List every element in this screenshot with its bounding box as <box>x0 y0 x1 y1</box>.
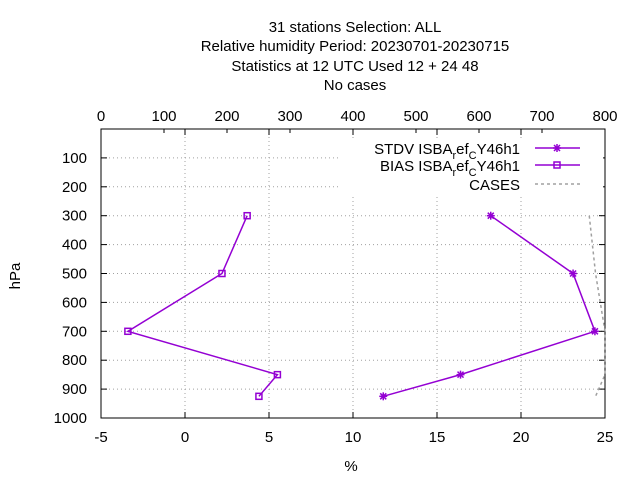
x-tick-label: 5 <box>265 429 273 446</box>
y-tick-label: 700 <box>62 323 87 340</box>
bias-point <box>243 211 251 220</box>
x2-tick-label: 700 <box>529 108 554 125</box>
x2-tick-label: 0 <box>97 108 105 125</box>
x2-tick-label: 100 <box>151 108 176 125</box>
x2-tick-label: 800 <box>592 108 617 125</box>
x-tick-label: 15 <box>429 429 446 446</box>
y-tick-label: 600 <box>62 294 87 311</box>
legend-label-stdv: STDV ISBArefCY46h1 <box>374 141 520 162</box>
x-tick-label: 0 <box>181 429 189 446</box>
stdv-point <box>456 370 465 379</box>
legend-label-cases: CASES <box>469 177 520 194</box>
y-tick-label: 900 <box>62 381 87 398</box>
axes <box>100 128 606 419</box>
bias-point <box>255 392 263 401</box>
y-tick-label: 100 <box>62 150 87 167</box>
bias-point <box>273 370 282 379</box>
y-tick-label: 1000 <box>54 410 87 427</box>
x2-tick-label: 200 <box>214 108 239 125</box>
stdv-point <box>569 269 578 278</box>
title-line-4: No cases <box>324 77 387 94</box>
plot-area <box>124 211 606 401</box>
x2-tick-label: 300 <box>277 108 302 125</box>
stdv-point <box>590 327 599 336</box>
y-tick-label: 500 <box>62 266 87 283</box>
legend-label-bias: BIAS ISBArefCY46h1 <box>380 158 520 179</box>
x-axis-label: % <box>344 458 357 475</box>
stdv-point <box>486 211 495 220</box>
title-line-3: Statistics at 12 UTC Used 12 + 24 48 <box>231 58 478 75</box>
legend-marker-bias <box>553 161 561 169</box>
x-tick-label: 20 <box>513 429 530 446</box>
title-line-1: 31 stations Selection: ALL <box>269 19 442 36</box>
stdv-point <box>379 392 388 401</box>
x-tick-label: 10 <box>345 429 362 446</box>
y-tick-label: 400 <box>62 237 87 254</box>
tick-labels: -5 0 5 10 15 20 25 0 100 200 300 400 500 600 700 800 100… <box>54 108 618 446</box>
bias-series-line <box>126 215 279 397</box>
title-line-2: Relative humidity Period: 20230701-20230… <box>201 38 510 55</box>
legend-marker-stdv <box>553 144 561 152</box>
x-tick-label: -5 <box>94 429 107 446</box>
bias-point <box>218 269 226 278</box>
cases-line <box>588 215 606 397</box>
x2-tick-label: 500 <box>403 108 428 125</box>
x2-tick-label: 400 <box>340 108 365 125</box>
legend: STDV ISBArefCY46h1 BIAS ISBArefCY46h1 CA… <box>338 139 603 195</box>
y-tick-label: 200 <box>62 179 87 196</box>
bias-point <box>124 327 132 336</box>
y-tick-label: 300 <box>62 208 87 225</box>
chart-title: 31 stations Selection: ALL Relative humi… <box>201 19 510 94</box>
stdv-series-line <box>383 215 596 398</box>
y-tick-label: 800 <box>62 352 87 369</box>
x2-tick-label: 600 <box>466 108 491 125</box>
x-tick-label: 25 <box>597 429 614 446</box>
y-axis-label: hPa <box>7 262 24 289</box>
